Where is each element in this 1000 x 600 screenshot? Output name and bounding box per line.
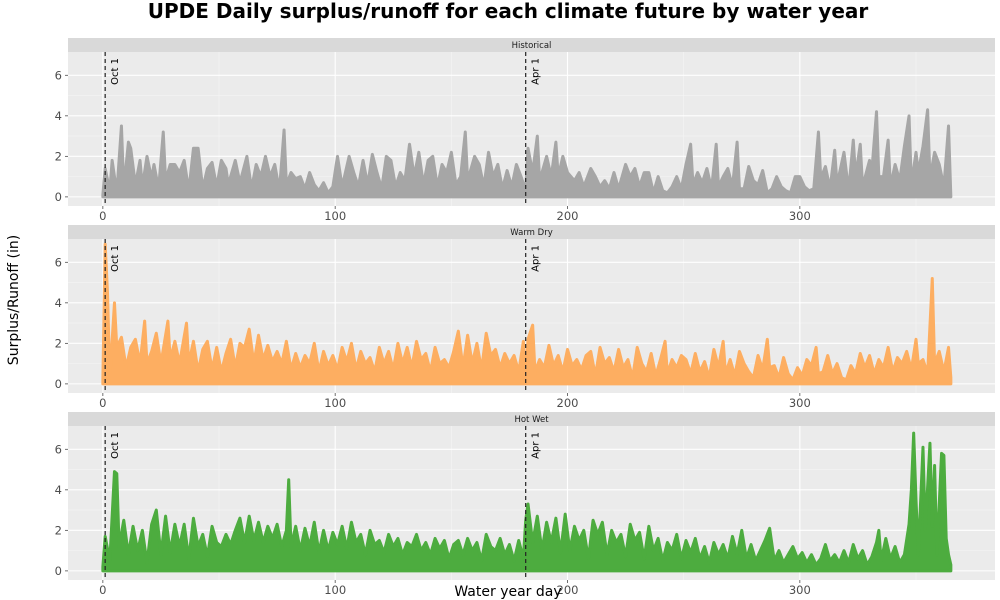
reference-line-label: Apr 1 (531, 245, 542, 272)
series-area-hot-wet (101, 431, 953, 573)
y-axis-title: Surplus/Runoff (in) (6, 235, 22, 365)
x-tick-label: 100 (324, 209, 346, 223)
x-tick-label: 0 (99, 209, 106, 223)
x-tick-label: 300 (789, 396, 811, 410)
panel-strip-label: Historical (512, 41, 552, 51)
panel-strip (68, 225, 995, 239)
y-tick-label: 4 (55, 109, 62, 123)
x-tick-label: 100 (324, 583, 346, 597)
panel-warm-dry: Warm Dry 0 2 4 6 0 100 200 300 Oct 1 Apr 1 (55, 225, 995, 410)
x-tick-label: 200 (557, 209, 579, 223)
reference-line-label: Apr 1 (531, 58, 542, 85)
x-tick-label: 300 (789, 583, 811, 597)
reference-line-label: Apr 1 (531, 432, 542, 459)
panel-strip-label: Hot Wet (514, 415, 549, 425)
y-tick-label: 6 (55, 442, 62, 456)
y-tick-label: 2 (55, 149, 62, 163)
x-tick-label: 100 (324, 396, 346, 410)
series-area-warm-dry (101, 242, 953, 386)
y-tick-label: 2 (55, 336, 62, 350)
reference-line-label: Oct 1 (110, 245, 121, 272)
panel-historical: Historical 0 2 4 6 0 100 200 300 Oct 1 Apr 1 (55, 38, 995, 223)
x-tick-label: 0 (99, 396, 106, 410)
reference-line-label: Oct 1 (110, 432, 121, 459)
panel-strip-label: Warm Dry (510, 228, 552, 238)
y-tick-label: 2 (55, 523, 62, 537)
y-tick-label: 4 (55, 483, 62, 497)
y-tick-label: 0 (55, 564, 62, 578)
panel-strip (68, 412, 995, 426)
y-tick-label: 4 (55, 296, 62, 310)
panel-strip (68, 38, 995, 52)
y-tick-label: 6 (55, 255, 62, 269)
series-area-historical (101, 108, 953, 199)
y-tick-label: 0 (55, 190, 62, 204)
x-tick-label: 300 (789, 209, 811, 223)
panel-hot-wet: Hot Wet 0 2 4 6 0 100 200 300 Oct 1 Apr 1 (55, 412, 995, 597)
x-axis-title: Water year day (454, 584, 561, 600)
x-tick-label: 200 (557, 396, 579, 410)
x-tick-label: 0 (99, 583, 106, 597)
y-tick-label: 0 (55, 377, 62, 391)
chart-title: UPDE Daily surplus/runoff for each clima… (148, 0, 869, 23)
x-tick-label: 200 (557, 583, 579, 597)
y-tick-label: 6 (55, 68, 62, 82)
reference-line-label: Oct 1 (110, 58, 121, 85)
